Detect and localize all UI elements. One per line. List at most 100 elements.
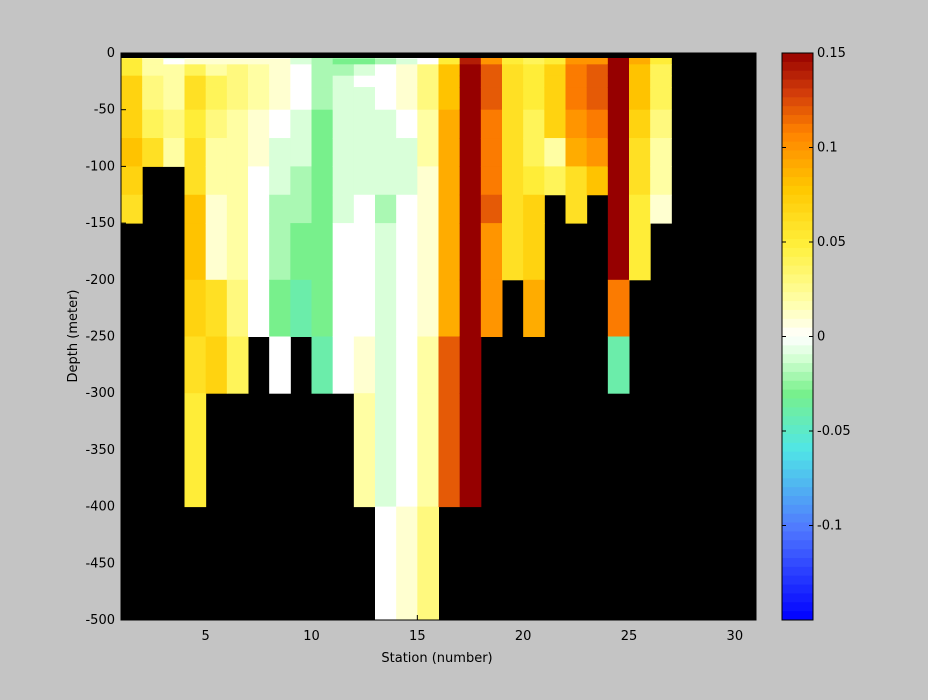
colorbar-swatch-29: [782, 309, 813, 320]
heatmap-cell-s8-1: [269, 58, 291, 65]
heatmap-cell-s26-6: [650, 138, 672, 167]
heatmap-cell-s15-9: [417, 223, 439, 281]
heatmap-cell-s16-1: [438, 58, 461, 65]
heatmap-cell-s25-8: [629, 194, 651, 224]
heatmap-cell-s16-7: [438, 166, 461, 196]
colorbar-tick-label-5: -0.1: [817, 519, 842, 534]
colorbar-swatch-24: [782, 265, 813, 275]
heatmap-cell-s6-3: [226, 75, 249, 88]
heatmap-cell-s2-1: [142, 58, 164, 65]
y-axis-label: Depth (meter): [66, 290, 81, 383]
heatmap-cell-s7-7: [248, 166, 270, 196]
heatmap-cell-s13-12: [375, 393, 397, 508]
heatmap-cell-s15-2: [417, 64, 439, 77]
heatmap-cell-s14-12: [396, 393, 418, 508]
colorbar-swatch-15: [782, 185, 813, 196]
heatmap-cell-s21-5: [544, 109, 566, 139]
heatmap-cell-s11-5: [332, 109, 355, 139]
heatmap-cell-s2-3: [142, 75, 164, 88]
heatmap-cell-s15-3: [417, 75, 439, 88]
y-tick-label--50: -50: [94, 103, 115, 118]
heatmap-cell-s17-3: [459, 75, 482, 88]
colorbar-swatch-36: [782, 371, 813, 382]
heatmap-cell-s8-2: [269, 64, 291, 77]
heatmap-cell-s20-4: [523, 87, 545, 111]
heatmap-cell-s21-3: [544, 75, 566, 88]
heatmap-cell-s5-6: [205, 138, 228, 167]
heatmap-cell-s15-6: [417, 138, 439, 167]
heatmap-cell-s17-4: [459, 87, 482, 111]
heatmap-cell-s20-8: [523, 194, 545, 224]
colorbar-swatch-48: [782, 478, 813, 488]
heatmap-cell-s18-10: [480, 279, 503, 337]
heatmap-cell-s12-2: [353, 64, 376, 77]
heatmap-cell-s3-6: [163, 138, 185, 167]
heatmap-cell-s22-4: [565, 87, 588, 111]
heatmap-cell-s12-6: [353, 138, 376, 167]
heatmap-cell-s2-6: [142, 138, 164, 167]
heatmap-cell-s20-7: [523, 166, 545, 196]
colorbar-swatch-19: [782, 221, 813, 231]
heatmap-cell-s8-10: [269, 279, 291, 337]
colorbar-swatch-12: [782, 159, 813, 169]
heatmap-cell-s1-4: [121, 87, 143, 111]
heatmap-cell-s4-11: [184, 336, 207, 394]
heatmap-cell-s21-7: [544, 166, 566, 196]
heatmap-cell-s17-8: [459, 194, 482, 224]
heatmap-cell-s18-5: [480, 109, 503, 139]
heatmap-cell-s5-1: [205, 58, 228, 65]
heatmap-cell-s14-3: [396, 75, 418, 88]
heatmap-cell-s19-2: [502, 64, 524, 77]
colorbar-swatch-9: [782, 132, 813, 143]
heatmap-cell-s25-2: [629, 64, 651, 77]
colorbar-swatch-10: [782, 141, 813, 151]
heatmap-cell-s22-3: [565, 75, 588, 88]
heatmap-cell-s7-9: [248, 223, 270, 281]
heatmap-cell-s14-6: [396, 138, 418, 167]
heatmap-cell-s3-3: [163, 75, 185, 88]
heatmap-cell-s6-4: [226, 87, 249, 111]
heatmap-cell-s18-6: [480, 138, 503, 167]
heatmap-cell-s1-3: [121, 75, 143, 88]
heatmap-cell-s18-8: [480, 194, 503, 224]
heatmap-cell-s4-3: [184, 75, 207, 88]
colorbar-swatch-35: [782, 363, 813, 373]
colorbar-swatch-58: [782, 566, 813, 577]
heatmap-cell-s12-7: [353, 166, 376, 196]
heatmap-cell-s18-4: [480, 87, 503, 111]
colorbar-swatch-20: [782, 230, 813, 240]
heatmap-cell-s25-4: [629, 87, 651, 111]
heatmap-cell-s26-8: [650, 194, 672, 224]
heatmap-cell-s22-8: [565, 194, 588, 224]
colorbar-swatch-23: [782, 256, 813, 267]
colorbar-swatch-11: [782, 150, 813, 160]
colorbar-swatch-0: [782, 53, 813, 63]
heatmap-cell-s17-12: [459, 393, 482, 508]
colorbar-swatch-63: [782, 611, 813, 621]
heatmap-cell-s9-3: [290, 75, 312, 88]
colorbar-swatch-6: [782, 106, 813, 116]
heatmap-cell-s17-2: [459, 64, 482, 77]
x-tick-label-20: 20: [515, 629, 532, 644]
heatmap-cell-s19-8: [502, 194, 524, 224]
heatmap-cell-s10-3: [311, 75, 334, 88]
heatmap-cell-s1-7: [121, 166, 143, 196]
colorbar-tick-label-1: 0.1: [817, 141, 838, 156]
colorbar-swatch-37: [782, 380, 813, 391]
colorbar-swatch-21: [782, 239, 813, 249]
heatmap-cell-s3-1: [163, 58, 185, 65]
heatmap-cell-s13-3: [375, 75, 397, 88]
heatmap-cell-s1-5: [121, 109, 143, 139]
y-tick-label--100: -100: [85, 159, 115, 174]
heatmap-cell-s1-2: [121, 64, 143, 77]
heatmap-cell-s11-8: [332, 194, 355, 224]
heatmap-cell-s9-4: [290, 87, 312, 111]
heatmap-cell-s11-6: [332, 138, 355, 167]
heatmap-cell-s7-10: [248, 279, 270, 337]
heatmap-cell-s25-3: [629, 75, 651, 88]
heatmap-cell-s9-9: [290, 223, 312, 281]
heatmap-cell-s23-5: [586, 109, 609, 139]
heatmap-cell-s3-2: [163, 64, 185, 77]
heatmap-cell-s17-6: [459, 138, 482, 167]
